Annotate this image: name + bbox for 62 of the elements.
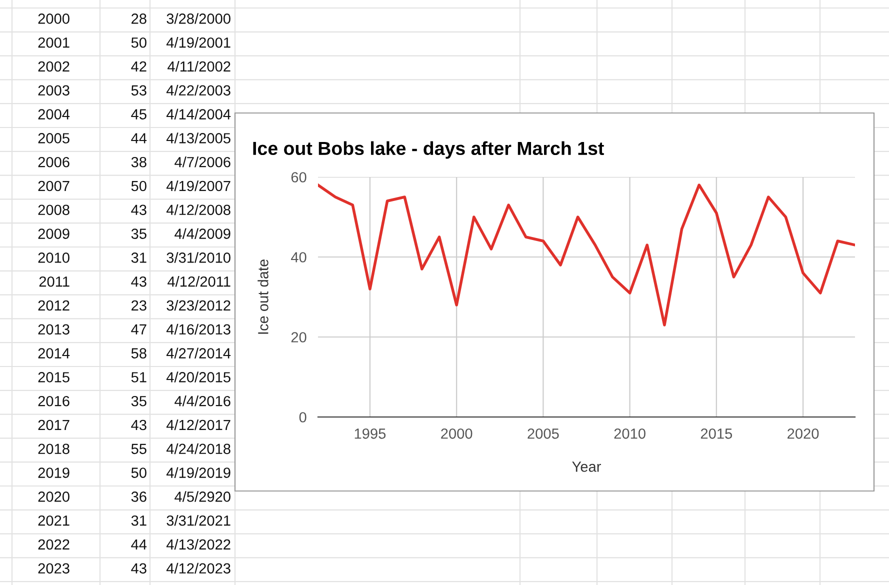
text: 2020 36: [38, 492, 146, 502]
text: 2002 42: [38, 61, 146, 72]
text: 3/31/2021: [166, 515, 230, 526]
text: 2000 28: [38, 14, 146, 24]
text: 2013 47: [38, 324, 146, 335]
text: 2017 43: [38, 420, 146, 430]
text: 4/27/2014: [166, 348, 231, 358]
text: 4/19/2001: [166, 37, 230, 48]
text: 2023 43: [38, 563, 146, 574]
text: 4/5/2920: [174, 491, 230, 502]
text: 4/14/2004: [166, 108, 231, 120]
line-series: [318, 184, 855, 326]
text: 4/20/2015: [166, 372, 230, 382]
y-tick-label: 0: [299, 412, 306, 422]
chart-title: Ice out Bobs lake - days after March 1st: [253, 141, 604, 159]
x-tick-label: 2015: [700, 428, 732, 439]
text: 2012 23: [38, 300, 146, 311]
text: 4/7/2006: [174, 156, 230, 168]
x-axis-title: Year: [572, 462, 601, 472]
text: 2014 58: [38, 348, 146, 358]
text: 2010 31: [38, 252, 146, 263]
text: 2007 50: [38, 180, 146, 192]
y-tick-label: 40: [291, 252, 306, 262]
text: 2015 51: [38, 372, 146, 382]
text: 4/11/2002: [168, 60, 230, 72]
text: 4/4/2009: [174, 228, 230, 239]
text: 4/24/2018: [166, 443, 230, 454]
text: 2004 45: [38, 109, 146, 120]
y-tick-label: 60: [291, 172, 306, 182]
text: 2016 35: [38, 396, 146, 406]
x-tick-label: 2005: [528, 428, 559, 439]
text: 2019 50: [38, 468, 146, 478]
text: 2011 43: [39, 276, 146, 287]
text: 2006 38: [38, 156, 146, 168]
text: 4/12/2023: [166, 562, 230, 574]
y-axis-title: Ice out date: [258, 260, 268, 334]
y-tick-label: 20: [291, 332, 306, 342]
text: 4/19/2007: [166, 180, 230, 192]
text: 4/12/2017: [166, 419, 230, 430]
text: 3/23/2012: [166, 300, 230, 311]
x-tick-label: 2010: [614, 428, 646, 439]
text: 3/28/2000: [166, 13, 230, 24]
text: 2022 44: [38, 539, 147, 550]
text: 2003 53: [38, 85, 146, 96]
text: 2021 31: [38, 515, 146, 526]
text: 2018 55: [38, 444, 146, 454]
x-tick-label: 1995: [354, 428, 386, 439]
text: 4/13/2022: [166, 538, 230, 550]
text: 2001 50: [38, 37, 146, 48]
text: 4/16/2013: [166, 324, 230, 335]
text: 4/19/2019: [166, 467, 230, 478]
text: 4/13/2005: [166, 132, 230, 144]
text: 4/22/2003: [166, 84, 230, 96]
text: 2008 43: [38, 204, 146, 216]
text: 3/31/2010: [166, 252, 230, 263]
text: 4/12/2008: [166, 204, 230, 216]
text: 4/12/2011: [168, 276, 230, 287]
x-tick-label: 2000: [441, 428, 472, 439]
text: 4/4/2016: [174, 396, 230, 406]
text: 2009 35: [38, 228, 146, 239]
text: 2005 44: [38, 133, 147, 144]
x-tick-label: 2020: [788, 428, 819, 439]
